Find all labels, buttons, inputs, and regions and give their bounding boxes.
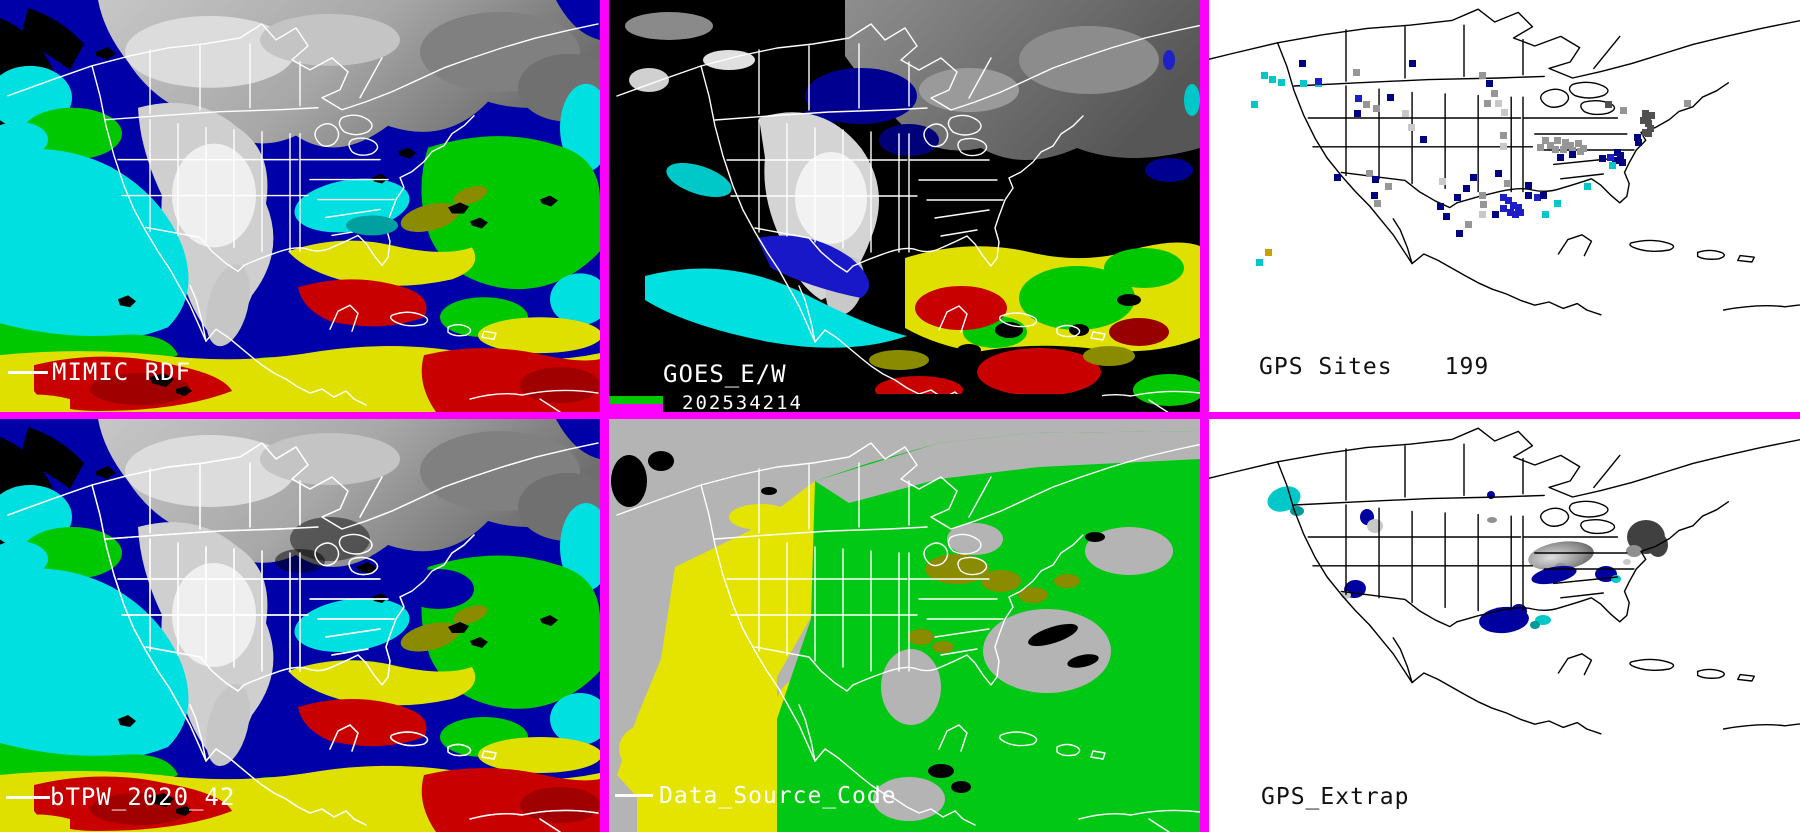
- panel-goes-ew[interactable]: GOES_E/W 202534214: [609, 0, 1200, 412]
- goes-timestamp: 202534214: [663, 394, 1102, 412]
- panel-label-data-source-code: Data_Source_Code: [659, 783, 897, 809]
- panel-label-mimic-rdf: MIMIC RDF: [52, 358, 192, 386]
- btpw-map-image: [0, 419, 600, 832]
- data-source-code-map-image: [609, 419, 1200, 832]
- divider-horizontal: [0, 412, 1800, 419]
- panel-label-btpw: bTPW_2020_42: [50, 783, 236, 811]
- panel-label-gps-sites: GPS Sites 199: [1259, 354, 1490, 380]
- scanline-artifact: [615, 794, 653, 797]
- panel-data-source-code[interactable]: Data_Source_Code: [609, 419, 1200, 832]
- gps-sites-map-image: [1209, 0, 1800, 412]
- panel-gps-extrap[interactable]: GPS_Extrap: [1209, 419, 1800, 832]
- gps-extrap-map-image: [1209, 419, 1800, 832]
- gps-site-markers: [1251, 60, 1691, 266]
- scanline-artifact: [6, 796, 50, 799]
- panel-btpw[interactable]: bTPW_2020_42: [0, 419, 600, 832]
- goes-ew-map-image: [609, 0, 1200, 412]
- gps-sites-count: 199: [1444, 354, 1490, 380]
- mimic-rdf-map-image: [0, 0, 600, 412]
- panel-gps-sites[interactable]: GPS Sites 199: [1209, 0, 1800, 412]
- panel-mimic-rdf[interactable]: MIMIC RDF: [0, 0, 600, 412]
- gps-extrap-blobs: [1267, 486, 1668, 634]
- panel-label-gps-extrap: GPS_Extrap: [1261, 784, 1410, 810]
- scanline-artifact: [8, 371, 48, 374]
- panel-label-goes-ew: GOES_E/W: [663, 360, 787, 388]
